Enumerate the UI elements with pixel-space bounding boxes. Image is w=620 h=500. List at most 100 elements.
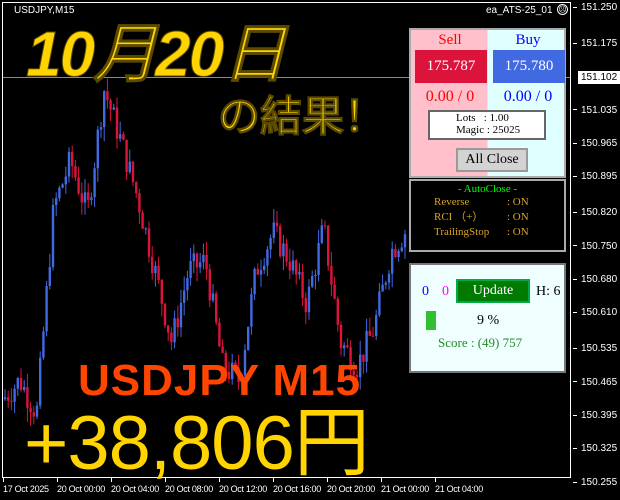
candle-body — [26, 387, 29, 408]
candle-body — [259, 270, 263, 275]
candle-body — [387, 273, 391, 283]
autoclose-row-reverse: Reverse: ON — [411, 195, 564, 210]
candle-body — [349, 347, 352, 371]
time-tick — [111, 478, 112, 482]
candle-body — [19, 378, 23, 390]
candle-body — [205, 254, 208, 270]
candle-body — [282, 243, 285, 257]
candle-body — [160, 280, 163, 304]
candle-body — [135, 182, 138, 194]
candle-body — [352, 370, 355, 376]
candle-body — [359, 354, 362, 378]
candle-body — [58, 187, 61, 199]
candle-body — [208, 269, 211, 301]
update-button[interactable]: Update — [456, 279, 530, 303]
overlay-pair: USDJPY M15 — [78, 356, 362, 405]
candle-body — [10, 400, 13, 402]
candle-body — [288, 261, 291, 271]
candle-body — [167, 325, 170, 333]
price-tick-label: 150.535 — [573, 343, 617, 354]
symbol-label: USDJPY,M15 — [14, 5, 75, 16]
candle-body — [378, 291, 381, 316]
price-tick-label: 151.175 — [573, 38, 617, 49]
candle-body — [320, 225, 323, 243]
price-tick-label: 150.820 — [573, 207, 617, 218]
candlestick-chart[interactable] — [3, 3, 570, 478]
candle-body — [189, 261, 192, 279]
candle-body — [375, 315, 378, 336]
candle-body — [13, 388, 16, 402]
candle-body — [256, 268, 259, 275]
candle-body — [64, 176, 67, 185]
stats-panel: 0 0 Update H: 6 9 % Score : (49) 757 — [409, 263, 566, 373]
magenta-count: 0 — [442, 284, 449, 299]
candle-body — [263, 265, 266, 271]
overlay-date-title: 10月20日 — [25, 18, 286, 90]
overlay-subtitle: の結果！ — [217, 93, 387, 140]
candle-body — [227, 371, 231, 380]
time-tick — [273, 478, 274, 482]
candle-body — [93, 168, 96, 198]
candle-body — [272, 222, 275, 238]
progress-bar — [426, 311, 436, 330]
candle-body — [87, 192, 90, 201]
ea-name: ea_ATS-25_01 — [486, 5, 553, 16]
buy-button[interactable]: 175.780 — [493, 50, 565, 83]
buy-position: 0.00 / 0 — [503, 88, 553, 105]
price-tick-label: 150.465 — [573, 377, 617, 388]
price-tick-label: 150.965 — [573, 138, 617, 149]
time-tick — [219, 478, 220, 482]
candle-body — [250, 294, 253, 327]
blue-count: 0 — [422, 284, 429, 299]
candle-body — [195, 253, 199, 268]
row-value: : ON — [507, 211, 529, 223]
candle-body — [314, 274, 317, 277]
candle-body — [109, 100, 112, 110]
candle-body — [224, 352, 227, 372]
time-tick-label: 20 Oct 20:00 — [327, 484, 375, 494]
candle-body — [138, 193, 141, 213]
candle-body — [221, 346, 224, 353]
row-key: TrailingStop — [434, 226, 490, 238]
candle-body — [170, 332, 173, 343]
autoclose-panel: - AutoClose - Reverse: ON RCI （+）: ON Tr… — [409, 179, 566, 252]
all-close-button[interactable]: All Close — [456, 148, 528, 172]
candle-body — [355, 375, 359, 378]
candle-body — [199, 262, 202, 268]
candle-body — [397, 250, 400, 258]
chart-area[interactable] — [2, 2, 571, 478]
candle-body — [371, 335, 375, 337]
price-tick-label: 150.325 — [573, 443, 617, 454]
candle-body — [391, 248, 394, 274]
candle-body — [77, 177, 80, 194]
price-tick-label: 150.255 — [573, 477, 617, 488]
row-key: Reverse — [434, 196, 470, 208]
price-tick-label: 151.250 — [573, 2, 617, 13]
candle-body — [74, 166, 77, 178]
time-tick-label: 20 Oct 08:00 — [165, 484, 213, 494]
buy-label: Buy — [515, 32, 541, 48]
candle-body — [327, 225, 330, 266]
candle-body — [362, 354, 365, 362]
candle-body — [368, 330, 371, 336]
trade-panel: Sell Buy 175.787 175.780 0.00 / 0 0.00 /… — [409, 28, 566, 178]
candle-body — [285, 243, 288, 262]
candle-body — [330, 265, 333, 285]
candle-body — [234, 362, 237, 368]
sell-button[interactable]: 175.787 — [415, 50, 487, 83]
candle-body — [384, 282, 387, 285]
candle-body — [295, 260, 298, 275]
candle-body — [403, 234, 407, 248]
candle-body — [103, 91, 106, 128]
candle-body — [215, 293, 218, 323]
candle-body — [157, 265, 160, 281]
candle-body — [35, 405, 39, 417]
candle-body — [269, 237, 272, 250]
candle-body — [29, 407, 32, 413]
price-tick-label: 150.680 — [573, 274, 617, 285]
candle-body — [179, 302, 183, 328]
candle-body — [381, 284, 384, 292]
row-value: : ON — [507, 226, 529, 238]
time-tick — [165, 478, 166, 482]
candle-body — [301, 271, 304, 298]
